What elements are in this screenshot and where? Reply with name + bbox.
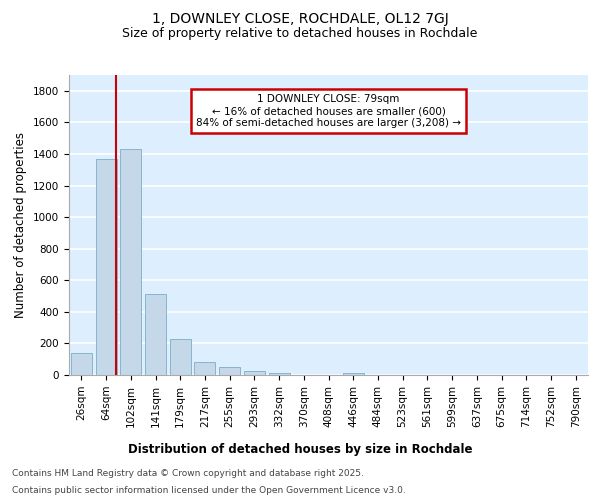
Text: Size of property relative to detached houses in Rochdale: Size of property relative to detached ho… xyxy=(122,28,478,40)
Text: Contains public sector information licensed under the Open Government Licence v3: Contains public sector information licen… xyxy=(12,486,406,495)
Bar xyxy=(71,353,92,375)
Bar xyxy=(194,362,215,375)
Text: Distribution of detached houses by size in Rochdale: Distribution of detached houses by size … xyxy=(128,442,472,456)
Bar xyxy=(120,149,141,375)
Bar xyxy=(269,372,290,375)
Bar xyxy=(219,367,240,375)
Text: 1 DOWNLEY CLOSE: 79sqm
← 16% of detached houses are smaller (600)
84% of semi-de: 1 DOWNLEY CLOSE: 79sqm ← 16% of detached… xyxy=(196,94,461,128)
Bar xyxy=(343,372,364,375)
Text: Contains HM Land Registry data © Crown copyright and database right 2025.: Contains HM Land Registry data © Crown c… xyxy=(12,468,364,477)
Bar xyxy=(145,294,166,375)
Bar xyxy=(170,340,191,375)
Bar xyxy=(244,371,265,375)
Text: 1, DOWNLEY CLOSE, ROCHDALE, OL12 7GJ: 1, DOWNLEY CLOSE, ROCHDALE, OL12 7GJ xyxy=(152,12,448,26)
Bar xyxy=(95,158,116,375)
Y-axis label: Number of detached properties: Number of detached properties xyxy=(14,132,28,318)
